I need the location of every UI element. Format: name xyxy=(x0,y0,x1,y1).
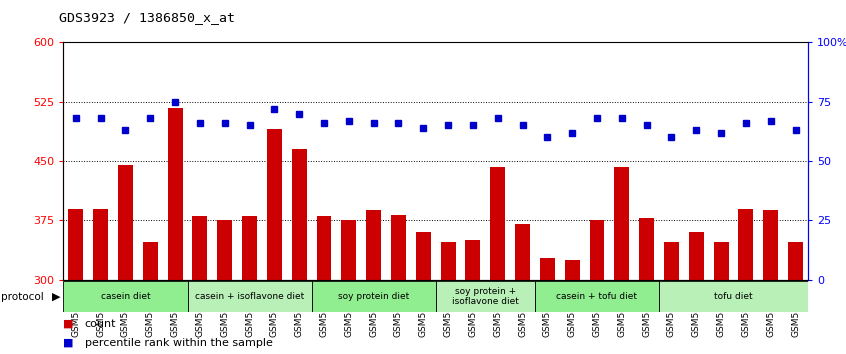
Bar xyxy=(659,281,808,312)
Bar xyxy=(664,242,678,280)
Bar xyxy=(788,242,803,280)
Text: GDS3923 / 1386850_x_at: GDS3923 / 1386850_x_at xyxy=(59,11,235,24)
Bar xyxy=(342,220,356,280)
Bar xyxy=(93,209,108,280)
Bar xyxy=(217,220,232,280)
Text: ■: ■ xyxy=(63,319,74,329)
Bar xyxy=(242,216,257,280)
Bar xyxy=(441,242,455,280)
Bar xyxy=(63,281,188,312)
Text: count: count xyxy=(85,319,116,329)
Bar xyxy=(118,165,133,280)
Bar xyxy=(292,149,306,280)
Bar xyxy=(763,210,778,280)
Bar xyxy=(491,167,505,280)
Text: casein + tofu diet: casein + tofu diet xyxy=(557,292,638,301)
Bar xyxy=(69,209,83,280)
Bar xyxy=(739,209,753,280)
Bar xyxy=(143,242,157,280)
Text: ▶: ▶ xyxy=(52,292,60,302)
Bar xyxy=(168,108,183,280)
Bar xyxy=(565,260,580,280)
Text: ■: ■ xyxy=(63,338,74,348)
Text: casein diet: casein diet xyxy=(101,292,151,301)
Bar xyxy=(515,224,530,280)
Bar xyxy=(366,210,381,280)
Bar xyxy=(391,215,406,280)
Bar xyxy=(193,216,207,280)
Bar xyxy=(267,130,282,280)
Text: tofu diet: tofu diet xyxy=(714,292,753,301)
Bar xyxy=(689,232,704,280)
Bar xyxy=(540,257,555,280)
Bar xyxy=(535,281,659,312)
Text: protocol: protocol xyxy=(1,292,44,302)
Text: soy protein diet: soy protein diet xyxy=(338,292,409,301)
Bar xyxy=(590,220,604,280)
Bar xyxy=(188,281,311,312)
Bar xyxy=(614,167,629,280)
Bar xyxy=(416,232,431,280)
Bar xyxy=(311,281,436,312)
Bar xyxy=(436,281,535,312)
Text: soy protein +
isoflavone diet: soy protein + isoflavone diet xyxy=(452,287,519,306)
Text: casein + isoflavone diet: casein + isoflavone diet xyxy=(195,292,305,301)
Bar xyxy=(465,240,481,280)
Bar xyxy=(640,218,654,280)
Bar xyxy=(316,216,332,280)
Bar xyxy=(714,242,728,280)
Text: percentile rank within the sample: percentile rank within the sample xyxy=(85,338,272,348)
